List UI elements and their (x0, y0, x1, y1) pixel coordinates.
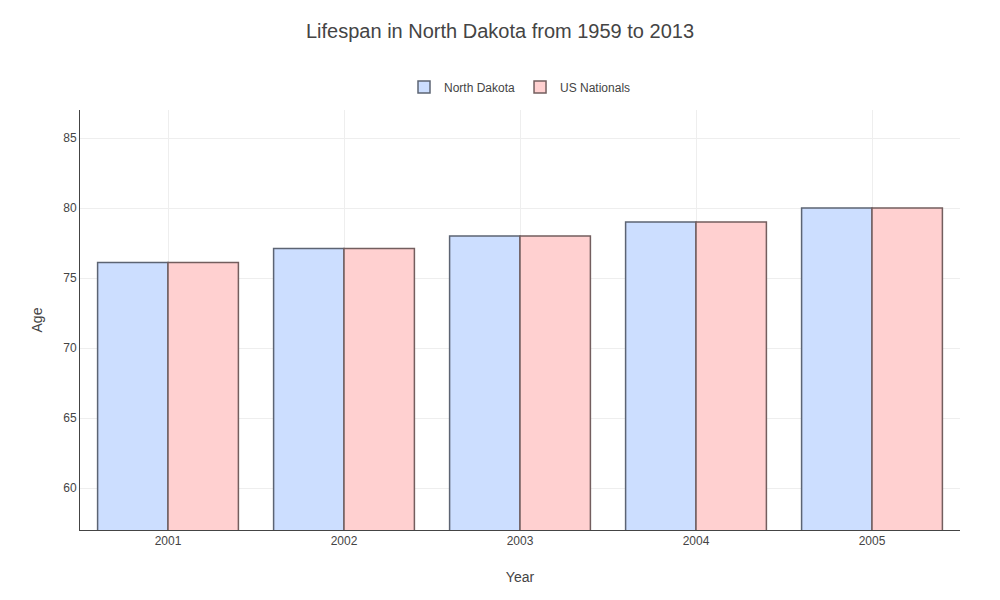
svg-text:85: 85 (63, 131, 77, 145)
svg-text:Year: Year (506, 569, 535, 585)
svg-text:US Nationals: US Nationals (560, 81, 630, 95)
svg-text:2005: 2005 (859, 534, 886, 548)
svg-text:65: 65 (63, 411, 77, 425)
svg-text:Age: Age (29, 307, 45, 332)
svg-text:80: 80 (63, 201, 77, 215)
svg-text:70: 70 (63, 341, 77, 355)
svg-text:2001: 2001 (155, 534, 182, 548)
svg-text:2003: 2003 (507, 534, 534, 548)
svg-text:North Dakota: North Dakota (444, 81, 515, 95)
svg-text:75: 75 (63, 271, 77, 285)
svg-text:Lifespan in North Dakota from: Lifespan in North Dakota from 1959 to 20… (306, 20, 694, 42)
svg-text:2004: 2004 (683, 534, 710, 548)
svg-text:60: 60 (63, 481, 77, 495)
svg-text:2002: 2002 (331, 534, 358, 548)
